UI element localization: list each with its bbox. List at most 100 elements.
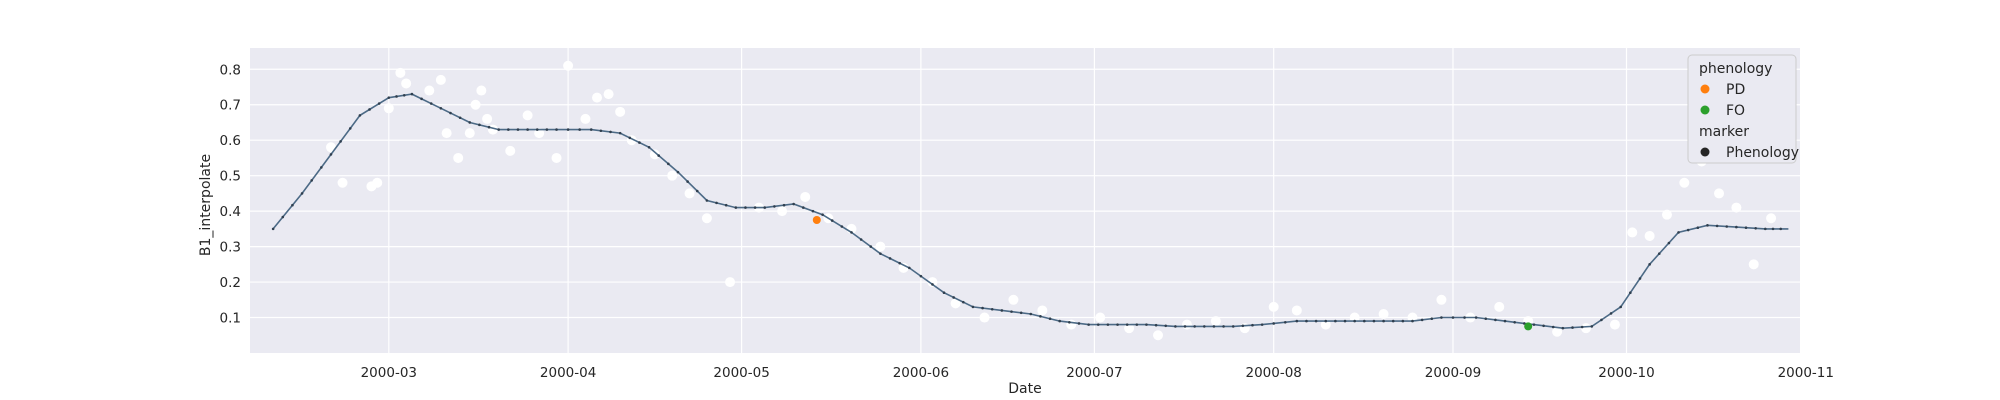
raw-point [1008, 294, 1019, 305]
interpolated-line-dot [599, 129, 603, 133]
interpolated-line-dot [792, 202, 795, 206]
interpolated-line-dot [1686, 228, 1690, 232]
interpolated-line-dot [1164, 324, 1168, 328]
interpolated-line-dot [990, 307, 994, 311]
interpolated-line-dot [1154, 323, 1158, 327]
raw-point [1436, 294, 1447, 305]
x-tick-label: 2000-04 [540, 365, 596, 381]
interpolated-line-dot [676, 170, 680, 174]
interpolated-line-dot [638, 141, 641, 144]
raw-point [470, 99, 481, 110]
interpolated-line-dot [1735, 225, 1738, 229]
raw-point [1037, 305, 1048, 316]
y-tick-label: 0.4 [220, 204, 241, 220]
raw-point [1552, 326, 1563, 337]
interpolated-line-dot [1324, 319, 1328, 323]
raw-point [563, 60, 574, 71]
interpolated-line-dot [753, 206, 757, 209]
interpolated-line-dot [1677, 231, 1680, 234]
interpolated-line-dot [358, 114, 362, 117]
y-tick-label: 0.6 [220, 133, 241, 149]
interpolated-line-dot [734, 206, 738, 209]
interpolated-line-dot [402, 93, 406, 97]
interpolated-line-dot [908, 266, 911, 270]
interpolated-line-dot [952, 296, 955, 299]
interpolated-line-dot [695, 189, 699, 193]
raw-point [1378, 308, 1389, 319]
interpolated-line-dot [1451, 316, 1455, 319]
interpolated-line-dot [1382, 319, 1385, 323]
interpolated-line-dot [1231, 325, 1235, 328]
raw-point [1349, 312, 1360, 323]
interpolated-line-dot [377, 102, 381, 105]
interpolated-line-dot [1779, 227, 1783, 231]
raw-point [898, 262, 909, 273]
interpolated-line-dot [1619, 305, 1623, 309]
legend-title: phenology [1699, 61, 1772, 77]
interpolated-line-dot [1116, 323, 1119, 326]
interpolated-line-dot [705, 199, 709, 202]
interpolated-line-dot [1513, 320, 1516, 324]
interpolated-line-dot [1542, 324, 1545, 328]
plot-background [250, 48, 1800, 353]
raw-point [482, 113, 493, 124]
interpolated-line-dot [1251, 323, 1254, 327]
raw-point [1627, 227, 1638, 238]
x-tick-label: 2000-10 [1598, 365, 1654, 381]
interpolated-line-dot [1010, 310, 1013, 313]
interpolated-line-dot [618, 131, 622, 135]
interpolated-line-dot [1048, 317, 1052, 321]
interpolated-line-dot [859, 238, 863, 241]
interpolated-line-dot [420, 97, 423, 101]
interpolated-line-dot [368, 108, 371, 111]
raw-point [435, 74, 446, 85]
interpolated-line-dot [1706, 224, 1709, 227]
phenology-point-fo [1524, 322, 1533, 331]
legend-label: Phenology [1726, 145, 1799, 161]
interpolated-line-dot [1193, 325, 1196, 328]
interpolated-line-dot [395, 95, 398, 98]
legend-marker [1700, 84, 1710, 94]
interpolated-line-dot [1106, 323, 1110, 326]
interpolated-line-dot [1019, 311, 1023, 315]
interpolated-line-dot [1411, 319, 1414, 323]
raw-point [372, 177, 383, 188]
raw-point [1095, 312, 1106, 323]
interpolated-line-dot [1039, 315, 1042, 318]
interpolated-line-dot [724, 203, 728, 207]
interpolated-line-dot [1305, 319, 1308, 323]
raw-point [1066, 319, 1077, 330]
raw-point [800, 191, 811, 202]
interpolated-line-dot [516, 128, 520, 131]
interpolated-line-dot [1754, 226, 1757, 230]
raw-point [1210, 316, 1221, 327]
interpolated-line-dot [1334, 319, 1337, 323]
interpolated-line-dot [763, 206, 767, 209]
interpolated-line-dot [1484, 317, 1488, 321]
interpolated-line-dot [1715, 224, 1719, 228]
interpolated-line-dot [497, 128, 500, 131]
interpolated-line-dot [348, 127, 352, 130]
x-tick-labels: 2000-03 2000-04 2000-05 2000-06 2000-07 2000-… [361, 365, 1834, 381]
x-tick-label: 2000-09 [1425, 365, 1481, 381]
phenology-points [812, 216, 1533, 331]
x-tick-label: 2000-08 [1245, 365, 1301, 381]
interpolated-line-dot [850, 231, 853, 234]
interpolated-line-dot [487, 125, 491, 129]
raw-point [551, 152, 562, 163]
interpolated-line-dot [971, 305, 975, 309]
interpolated-line-dot [578, 128, 581, 131]
interpolated-line-dot [439, 106, 443, 110]
interpolated-line-dot [1561, 326, 1565, 330]
legend-label: PD [1726, 82, 1745, 98]
interpolated-line-dot [1609, 312, 1613, 315]
y-axis-label: B1_interpolate [198, 154, 214, 256]
interpolated-line-dot [449, 111, 452, 115]
interpolated-line-dot [320, 166, 323, 169]
x-tick-label: 2000-11 [1778, 365, 1834, 381]
raw-point [1661, 209, 1672, 220]
interpolated-line-dot [1077, 322, 1081, 325]
interpolated-line-dot [869, 245, 873, 248]
legend-title: marker [1699, 124, 1749, 140]
